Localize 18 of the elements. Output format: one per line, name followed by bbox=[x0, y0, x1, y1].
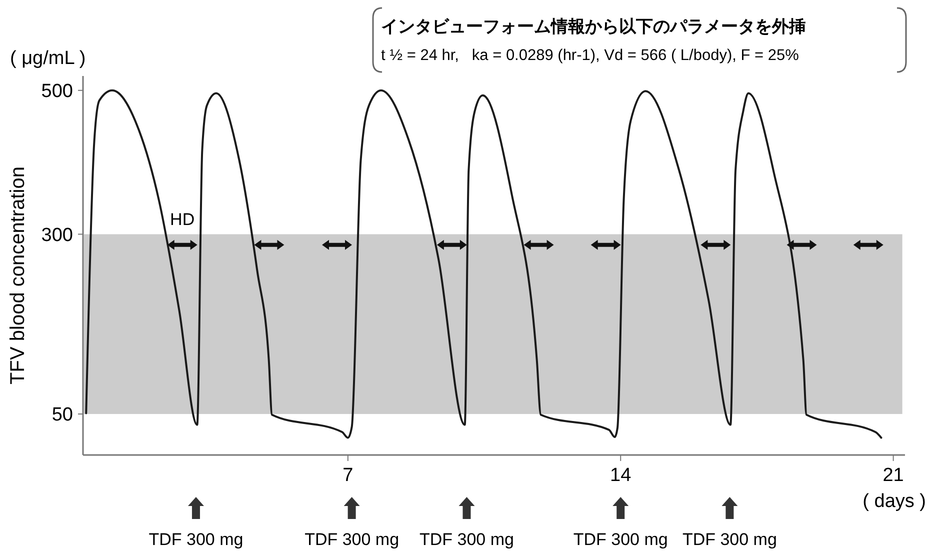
text: TDF 300 mg bbox=[304, 530, 400, 549]
annotation: HD bbox=[170, 210, 195, 229]
y-tick-label: 300 bbox=[41, 224, 73, 246]
text: ( days ) bbox=[862, 491, 926, 512]
text: TDF 300 mg bbox=[682, 530, 777, 549]
text: ( μg/mL ) bbox=[10, 48, 86, 69]
y-tick-label: 500 bbox=[41, 81, 73, 102]
chart-subtitle: t ½ = 24 hr, ka = 0.0289 (hr-1), Vd = 566 ( L/body), F = 25% bbox=[381, 47, 800, 64]
line-series bbox=[85, 89, 882, 439]
chart-title: インタビューフォーム情報から以下のパラメータを外挿 bbox=[381, 17, 806, 37]
text: TDF 300 mg bbox=[573, 530, 668, 549]
x-tick-label: 21 bbox=[882, 465, 904, 486]
x-tick-label: 7 bbox=[342, 465, 354, 486]
text: TDF 300 mg bbox=[148, 530, 244, 549]
y-axis-title: TFV blood concentration bbox=[7, 166, 29, 384]
text: TDF 300 mg bbox=[419, 530, 514, 549]
x-tick-label: 14 bbox=[610, 465, 632, 486]
y-tick-label: 50 bbox=[52, 404, 73, 426]
